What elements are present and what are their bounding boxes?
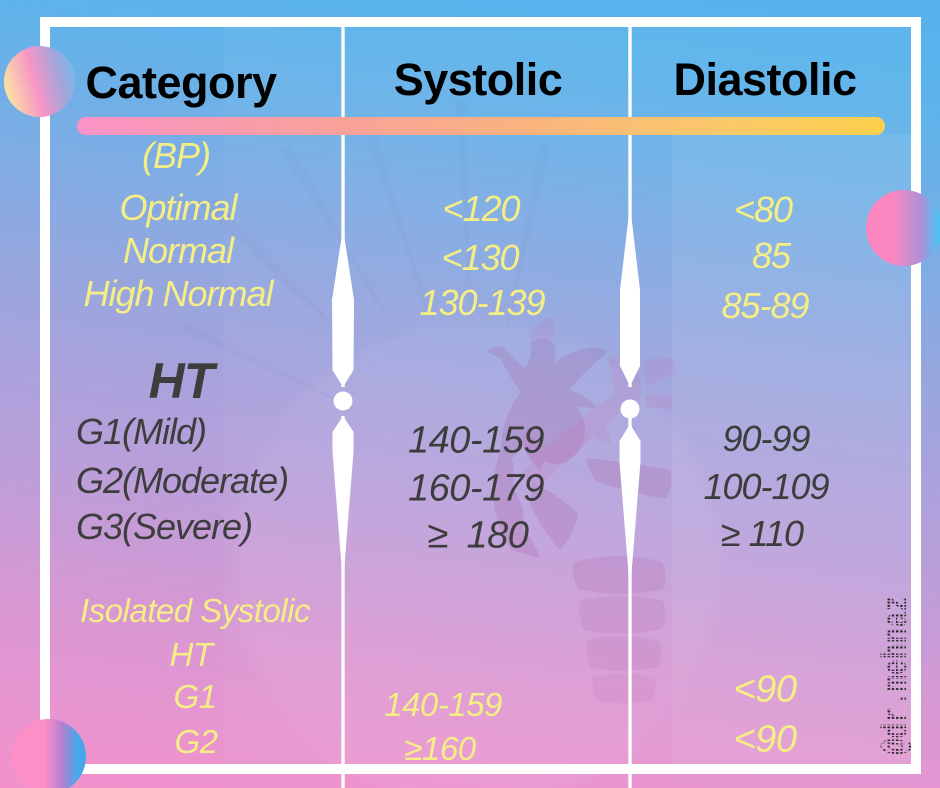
svg-text:@dr.mehnaz: @dr.mehnaz [878,596,917,755]
